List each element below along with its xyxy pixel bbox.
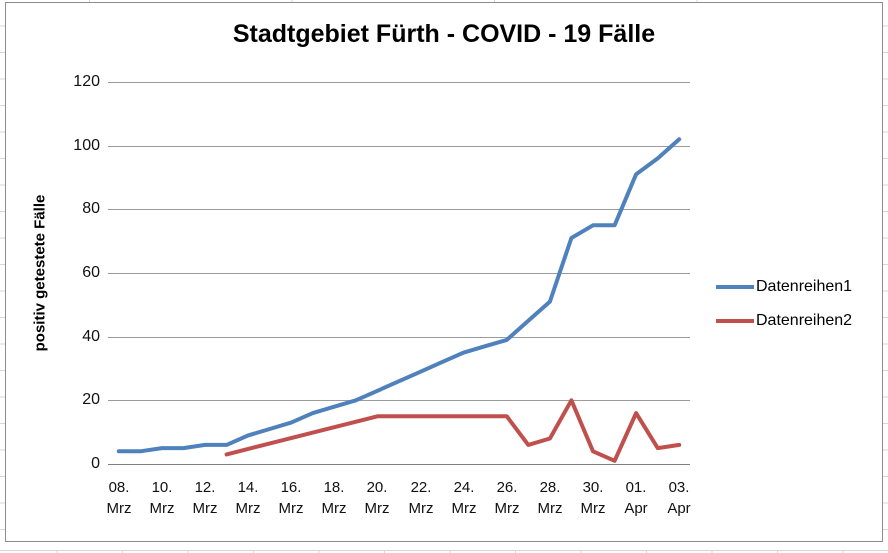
gridline-y-40 <box>108 337 690 338</box>
x-tick-label-08.Mrz: 08. Mrz <box>106 479 132 517</box>
legend-label: Datenreihen2 <box>756 312 853 329</box>
legend-label: Datenreihen1 <box>756 278 853 295</box>
y-tick-label-80: 80 <box>82 200 100 217</box>
y-tick-label-100: 100 <box>73 137 100 154</box>
gridline-y-60 <box>108 273 690 274</box>
x-tick-label-03.Apr: 03. Apr <box>667 479 691 517</box>
x-tick-label-14.Mrz: 14. Mrz <box>235 479 261 517</box>
x-tick-label-12.Mrz: 12. Mrz <box>192 479 218 517</box>
gridline-y-100 <box>108 146 690 147</box>
x-tick-label-10.Mrz: 10. Mrz <box>149 479 175 517</box>
y-tick-label-0: 0 <box>91 455 100 472</box>
y-tick-label-20: 20 <box>82 391 100 408</box>
x-tick-label-28.Mrz: 28. Mrz <box>537 479 563 517</box>
y-tick-label-40: 40 <box>82 328 100 345</box>
gridline-y-0 <box>108 464 690 465</box>
gridline-y-80 <box>108 209 690 210</box>
chart-title: Stadtgebiet Fürth - COVID - 19 Fälle <box>232 20 656 48</box>
chart-object[interactable] <box>5 2 883 542</box>
legend-line-icon <box>716 285 754 289</box>
x-tick-label-30.Mrz: 30. Mrz <box>580 479 606 517</box>
x-tick-label-16.Mrz: 16. Mrz <box>278 479 304 517</box>
x-tick-label-26.Mrz: 26. Mrz <box>494 479 520 517</box>
gridline-y-120 <box>108 82 690 83</box>
legend-entry-datenreihen2: Datenreihen2 <box>716 311 852 331</box>
gridline-y-20 <box>108 400 690 401</box>
x-tick-label-22.Mrz: 22. Mrz <box>408 479 434 517</box>
y-tick-label-120: 120 <box>73 73 100 90</box>
sheet-row-line <box>0 550 888 551</box>
x-tick-label-20.Mrz: 20. Mrz <box>364 479 390 517</box>
legend-line-icon <box>716 319 754 323</box>
x-tick-label-01.Apr: 01. Apr <box>624 479 648 517</box>
legend-entry-datenreihen1: Datenreihen1 <box>716 277 852 297</box>
x-tick-label-24.Mrz: 24. Mrz <box>451 479 477 517</box>
x-tick-label-18.Mrz: 18. Mrz <box>321 479 347 517</box>
y-tick-label-60: 60 <box>82 264 100 281</box>
sheet-gridlines-right <box>883 0 888 553</box>
